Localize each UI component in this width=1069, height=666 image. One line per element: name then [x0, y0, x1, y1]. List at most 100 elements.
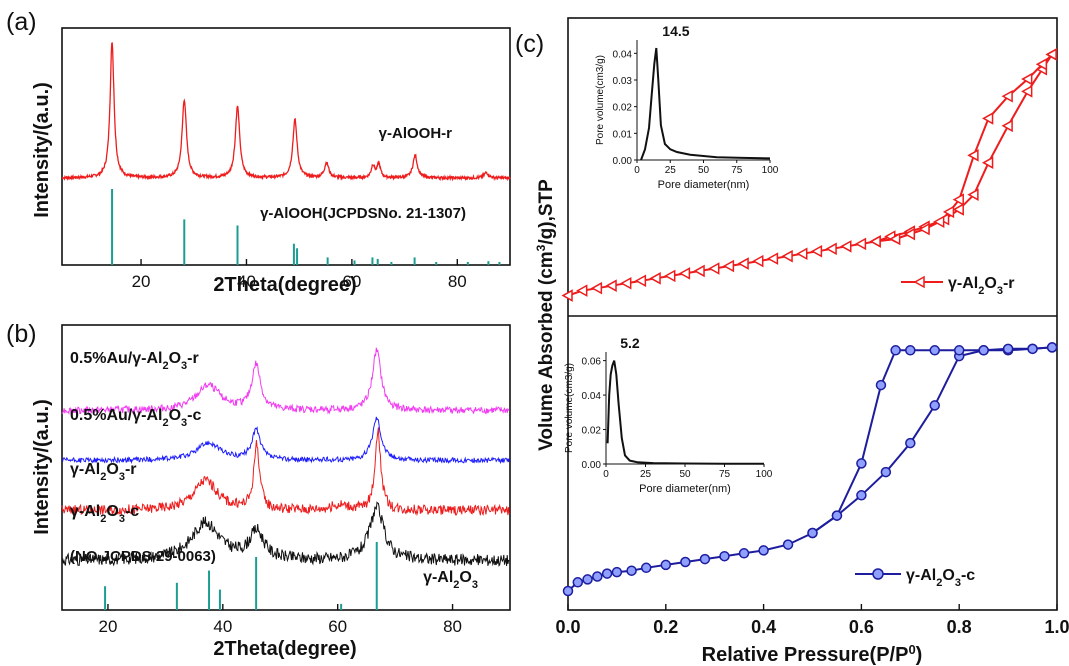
- data-point: [634, 274, 647, 288]
- series-line-aiooh-r: [61, 42, 511, 182]
- inset-x-tick-label: 0: [603, 469, 609, 480]
- x-tick-label: 80: [443, 617, 462, 636]
- x-tick-label: 0.8: [947, 617, 972, 637]
- inset-y-tick-label: 0.00: [582, 460, 602, 471]
- data-point: [929, 400, 940, 411]
- data-point: [889, 232, 901, 246]
- data-point: [942, 205, 955, 219]
- data-point: [933, 215, 945, 229]
- series-label: γ-Al2O3: [423, 569, 478, 591]
- x-tick-label: 20: [132, 272, 151, 291]
- x-tick-label: 40: [237, 272, 256, 291]
- x-tick-label: 0.2: [653, 617, 678, 637]
- inset-x-tick-label: 75: [731, 165, 743, 176]
- inset-peak-label: 14.5: [662, 23, 689, 39]
- data-point: [660, 559, 672, 571]
- data-point: [1002, 343, 1014, 355]
- inset-y-tick-label: 0.02: [582, 426, 602, 437]
- data-point: [680, 556, 691, 568]
- inset-line: [640, 47, 771, 161]
- inset-y-tick-label: 0.00: [613, 156, 633, 167]
- inset-x-tick-label: 0: [634, 165, 640, 176]
- data-point: [1001, 90, 1013, 103]
- inset-y-axis-label: Pore volume(cm3/g): [595, 55, 606, 145]
- data-point: [952, 193, 964, 206]
- data-point: [1021, 72, 1033, 86]
- series-label: 0.5%Au/γ-Al2O3-r: [70, 350, 199, 372]
- data-point: [576, 284, 588, 297]
- data-point: [981, 112, 994, 125]
- series-label: γ-AlOOH-r: [379, 125, 453, 142]
- data-point: [611, 566, 623, 578]
- adsorption-line: [567, 53, 1053, 297]
- data-point: [590, 281, 603, 295]
- data-point: [782, 539, 794, 550]
- data-point: [905, 437, 916, 449]
- series-line: [61, 416, 510, 465]
- data-point: [825, 242, 837, 256]
- data-point: [737, 257, 749, 270]
- data-point: [953, 345, 965, 356]
- data-point: [875, 379, 887, 391]
- data-point: [1021, 85, 1033, 98]
- data-point: [1001, 119, 1013, 133]
- data-point: [952, 203, 964, 216]
- plot-frame-b: [61, 324, 511, 611]
- data-point: [890, 345, 901, 356]
- inset-line: [606, 360, 765, 465]
- data-point: [880, 466, 892, 478]
- data-point: [1027, 343, 1038, 355]
- data-point: [856, 490, 867, 501]
- inset-x-tick-label: 100: [762, 165, 779, 176]
- data-point: [967, 149, 979, 162]
- x-tick-label: 60: [328, 617, 347, 636]
- data-point: [572, 577, 584, 588]
- plot-frame-c: [567, 17, 1058, 611]
- x-tick-label: 40: [213, 617, 232, 636]
- data-point: [699, 553, 711, 565]
- x-tick-label: 80: [448, 272, 467, 291]
- data-point: [869, 235, 881, 248]
- x-axis-label: 2Theta(degree): [213, 638, 356, 660]
- y-axis-label: Intensity/(a.u.): [31, 82, 53, 218]
- inset-x-tick-label: 50: [679, 469, 691, 480]
- data-point: [831, 510, 843, 521]
- plot-frame-a: [61, 27, 511, 266]
- inset-y-tick-label: 0.03: [613, 76, 633, 87]
- data-point: [664, 269, 676, 283]
- data-point: [722, 259, 735, 273]
- data-point: [562, 585, 574, 597]
- data-point: [620, 276, 632, 290]
- data-point: [1035, 58, 1048, 71]
- data-point: [810, 244, 823, 258]
- data-point: [678, 267, 691, 280]
- panel-label: (a): [6, 8, 37, 36]
- data-point: [752, 254, 764, 268]
- inset-y-tick-label: 0.04: [613, 49, 633, 60]
- legend-marker: [872, 568, 884, 580]
- series-line: [61, 347, 510, 416]
- inset-x-tick-label: 25: [665, 165, 677, 176]
- inset-y-tick-label: 0.02: [613, 103, 633, 114]
- y-axis-label: Intensity/(a.u.): [31, 399, 53, 535]
- data-point: [582, 574, 593, 585]
- inset-x-tick-label: 75: [719, 469, 731, 480]
- data-point: [929, 345, 940, 356]
- data-point: [693, 264, 705, 278]
- inset-y-tick-label: 0.06: [582, 357, 602, 368]
- data-point: [978, 345, 989, 356]
- inset-x-tick-label: 50: [698, 165, 710, 176]
- legend-marker: [913, 275, 925, 289]
- reference-label: (NO.JCPDS 29-0063): [70, 548, 216, 565]
- desorption-line: [875, 53, 1053, 243]
- data-point: [1045, 48, 1057, 61]
- data-point: [854, 237, 867, 251]
- data-point: [738, 548, 750, 559]
- data-point: [758, 545, 769, 556]
- data-point: [649, 272, 661, 285]
- y-axis-label: Volume Absorbed (cm3/g),STP: [534, 179, 557, 451]
- data-point: [719, 550, 730, 562]
- series-line: [61, 501, 510, 567]
- x-axis-label: 2Theta(degree): [213, 274, 356, 296]
